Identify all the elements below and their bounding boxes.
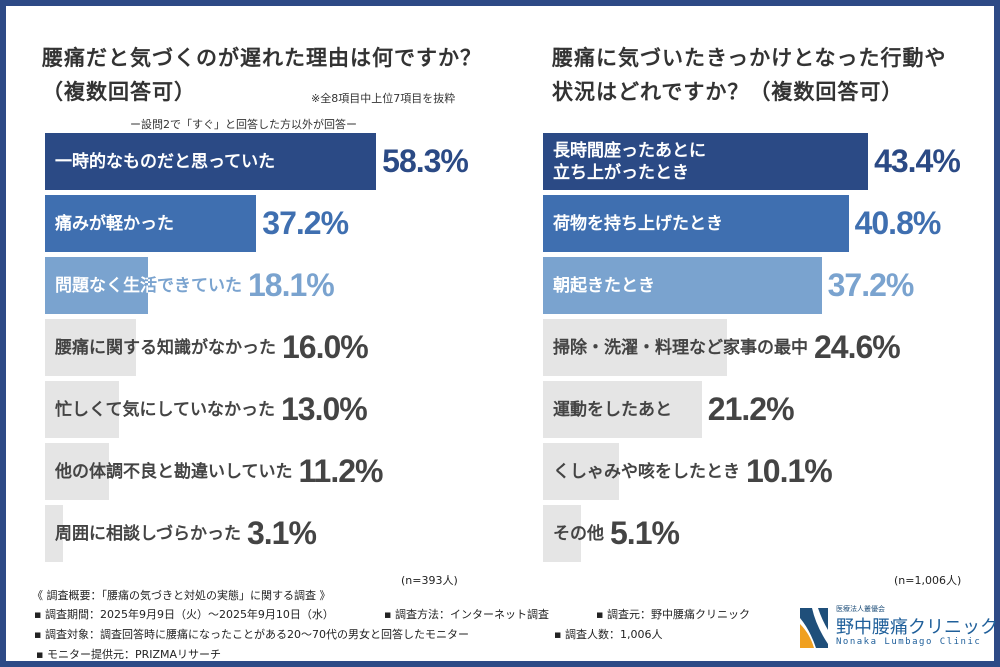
value-label: 18.1% [248, 267, 335, 303]
bar [543, 443, 619, 500]
footer-heading: 《 調査概要：「腰痛の気づきと対処の実態」に関する調査 》 [32, 589, 331, 602]
bar-label: 運動をしたあと [553, 399, 672, 420]
bar [45, 133, 377, 190]
logo-mark-icon [800, 608, 828, 648]
infographic: 腰痛だと気づくのが遅れた理由は何ですか？ （複数回答可） ※全8項目中上位7項目… [6, 6, 998, 661]
bar-label: 忙しくて気にしていなかった [55, 399, 275, 420]
bar-label: 掃除・洗濯・料理など家事の最中 [553, 337, 808, 358]
footer-provider: ▪ モニター提供元：PRIZMAリサーチ [36, 648, 222, 661]
bar-label: 朝起きたとき [553, 275, 655, 296]
bar [543, 195, 849, 252]
bar [45, 381, 119, 438]
value-label: 37.2% [827, 267, 915, 303]
value-label: 3.1% [246, 515, 317, 551]
logo-corp: 医療法人叢優会 [836, 605, 885, 613]
right-sample-size: (n=1,006人) [894, 574, 962, 587]
bar-label: 腰痛に関する知識がなかった [55, 337, 276, 358]
bar-label: くしゃみや咳をしたとき [553, 461, 740, 482]
bar [45, 505, 63, 562]
right-title-line1: 腰痛に気づいたきっかけとなった行動や [552, 46, 947, 70]
value-label: 21.2% [707, 391, 795, 427]
bar [543, 257, 822, 314]
logo-roman: Nonaka Lumbago Clinic [836, 637, 982, 647]
left-sample-size: (n=393人) [401, 574, 458, 587]
value-label: 43.4% [874, 143, 961, 179]
bar-label: 長時間座ったあとに 立ち上がったとき [553, 140, 706, 183]
right-title-line2: 状況はどれですか？（複数回答可） [552, 80, 904, 104]
footer-count: ▪ 調査人数：1,006人 [554, 628, 663, 641]
bar [543, 133, 869, 190]
value-label: 5.1% [610, 515, 680, 551]
bar-label: 他の体調不良と勘違いしていた [55, 461, 293, 482]
value-label: 16.0% [282, 329, 369, 365]
left-title-line2: （複数回答可） [42, 80, 196, 104]
bar [45, 257, 148, 314]
bar-label: 一時的なものだと思っていた [55, 151, 276, 172]
bar [45, 319, 136, 376]
bar [543, 381, 702, 438]
footer-period: ▪ 調査期間：2025年9月9日（火）～2025年9月10日（水） [34, 608, 334, 621]
left-subnote: ー設問2で「すぐ」と回答した方以外が回答ー [130, 118, 357, 131]
bar [45, 195, 257, 252]
bar-label: 問題なく生活できていた [45, 257, 242, 314]
footer-target: ▪ 調査対象：調査回答時に腰痛になったことがある20～70代の男女と回答したモニ… [34, 628, 469, 641]
bar [543, 319, 728, 376]
logo-name: 野中腰痛クリニック [836, 617, 998, 638]
bar-label: その他 [553, 523, 604, 544]
left-note: ※全8項目中上位7項目を抜粋 [311, 92, 456, 105]
value-label: 58.3% [382, 143, 469, 179]
value-label: 37.2% [262, 205, 349, 241]
value-label: 10.1% [746, 453, 833, 489]
value-label: 24.6% [814, 329, 901, 365]
footer-method: ▪ 調査方法：インターネット調査 [384, 608, 549, 621]
bar-label: 荷物を持ち上げたとき [553, 213, 723, 234]
bar-label: 痛みが軽かった [55, 213, 174, 234]
bar [45, 443, 109, 500]
bar [543, 505, 582, 562]
clinic-logo: 医療法人叢優会 野中腰痛クリニック Nonaka Lumbago Clinic [796, 602, 998, 652]
left-title-line1: 腰痛だと気づくのが遅れた理由は何ですか？ [42, 46, 482, 70]
bar-label: 周囲に相談しづらかった [55, 523, 241, 544]
footer-org: ▪ 調査元：野中腰痛クリニック [596, 608, 750, 621]
value-label: 11.2% [298, 453, 384, 489]
value-label: 13.0% [280, 391, 368, 427]
value-label: 40.8% [854, 205, 942, 241]
